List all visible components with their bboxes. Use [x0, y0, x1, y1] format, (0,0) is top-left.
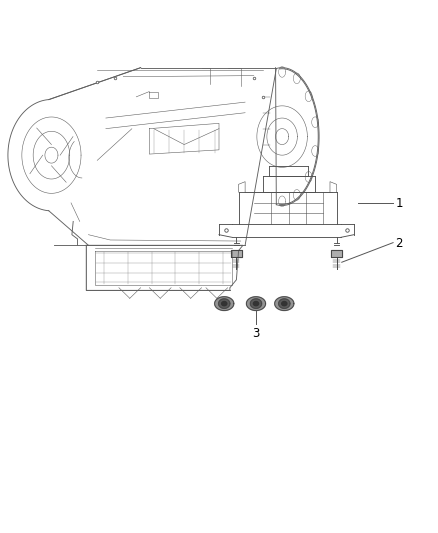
Polygon shape [222, 302, 227, 306]
Text: 2: 2 [395, 237, 403, 250]
Polygon shape [247, 297, 265, 311]
Polygon shape [279, 299, 290, 309]
Polygon shape [219, 299, 230, 309]
Polygon shape [275, 297, 294, 311]
Text: 3: 3 [252, 327, 260, 341]
Polygon shape [231, 250, 242, 257]
Polygon shape [282, 302, 287, 306]
Polygon shape [215, 297, 234, 311]
Text: 1: 1 [395, 197, 403, 211]
Polygon shape [251, 299, 261, 309]
Polygon shape [331, 250, 342, 257]
Polygon shape [254, 302, 258, 306]
